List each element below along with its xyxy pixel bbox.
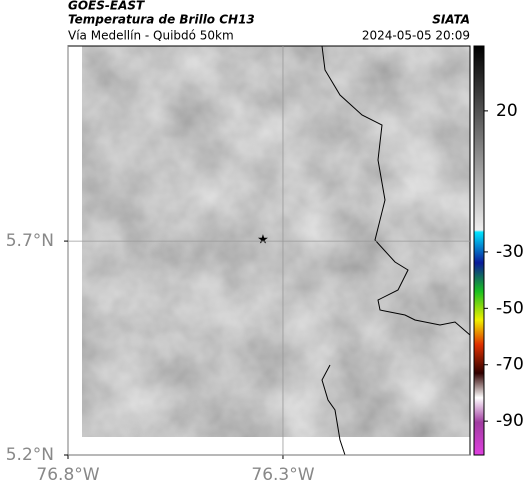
colorbar-tick-label: -30 (496, 242, 524, 262)
borders (321, 45, 471, 456)
colorbar-tick-label: -90 (496, 411, 524, 431)
title: Temperatura de Brillo CH13 (68, 13, 255, 27)
y-tick-label: 5.7°N (6, 231, 54, 251)
y-tick-label: 5.2°N (6, 445, 54, 465)
location-marker: ★ (257, 233, 269, 248)
source: SIATA (432, 13, 470, 27)
datetime: 2024-05-05 20:09 (362, 29, 470, 43)
subtitle: Vía Medellín - Quibdó 50km (68, 29, 234, 43)
colorbar-tick-label: 20 (496, 101, 518, 121)
x-tick-label: 76.3°W (251, 465, 314, 485)
colorbar-tick-label: -70 (496, 355, 524, 375)
satellite: GOES-EAST (68, 0, 145, 13)
colorbar (473, 45, 485, 456)
satellite-image (82, 46, 470, 437)
colorbar-tick-label: -50 (496, 298, 524, 318)
x-tick-label: 76.8°W (36, 465, 99, 485)
